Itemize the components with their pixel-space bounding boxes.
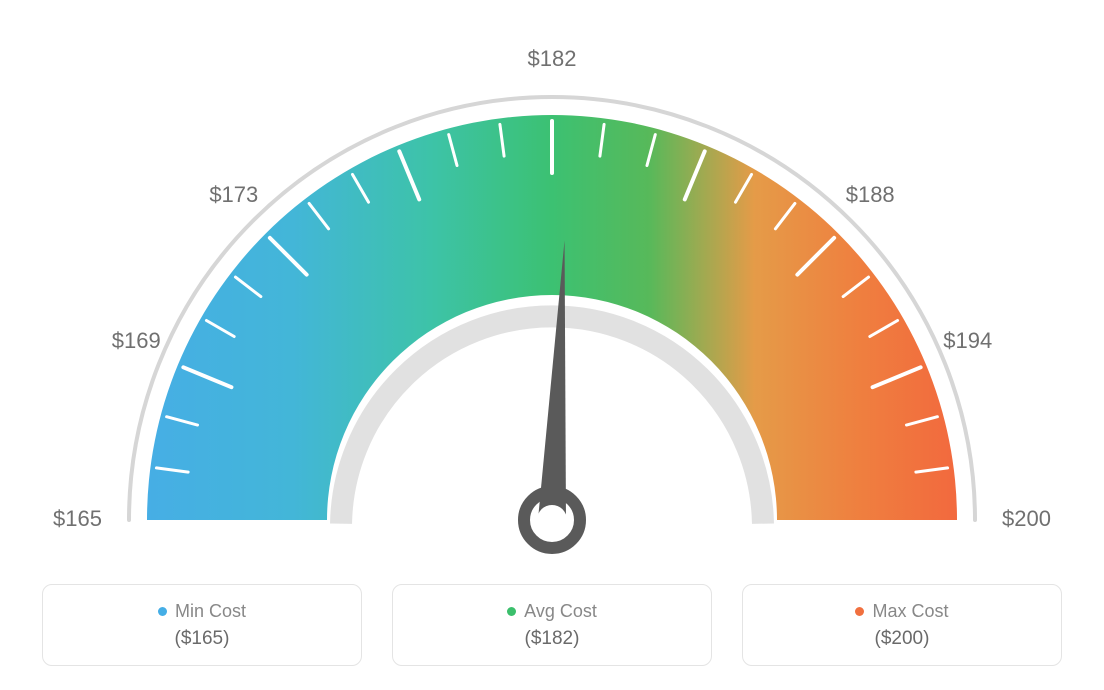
svg-text:$188: $188 (846, 182, 895, 207)
legend-card-min: Min Cost ($165) (42, 584, 362, 666)
legend-dot-max (855, 607, 864, 616)
legend-top: Avg Cost (507, 601, 597, 622)
legend-dot-min (158, 607, 167, 616)
svg-text:$182: $182 (528, 46, 577, 71)
svg-text:$169: $169 (112, 328, 161, 353)
legend-title-min: Min Cost (175, 601, 246, 622)
gauge-svg: $165 $169 $173 $182 $188 $194 $200 (52, 20, 1052, 580)
legend-dot-avg (507, 607, 516, 616)
svg-text:$194: $194 (943, 328, 992, 353)
legend-value-avg: ($182) (525, 628, 580, 650)
legend-top: Max Cost (855, 601, 948, 622)
legend-row: Min Cost ($165) Avg Cost ($182) Max Cost… (42, 584, 1062, 666)
legend-card-avg: Avg Cost ($182) (392, 584, 712, 666)
svg-text:$200: $200 (1002, 506, 1051, 531)
legend-top: Min Cost (158, 601, 246, 622)
legend-title-max: Max Cost (872, 601, 948, 622)
svg-text:$173: $173 (209, 182, 258, 207)
legend-value-max: ($200) (875, 628, 930, 650)
legend-value-min: ($165) (175, 628, 230, 650)
legend-card-max: Max Cost ($200) (742, 584, 1062, 666)
gauge-chart: $165 $169 $173 $182 $188 $194 $200 (52, 20, 1052, 580)
legend-title-avg: Avg Cost (524, 601, 597, 622)
svg-text:$165: $165 (53, 506, 102, 531)
